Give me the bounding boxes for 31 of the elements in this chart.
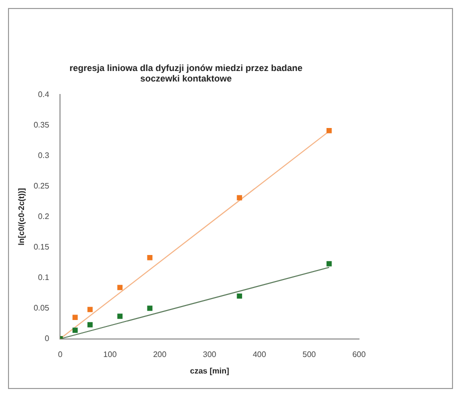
y-tick-label: 0 xyxy=(44,334,50,344)
y-tick-label: 0.1 xyxy=(38,272,50,282)
point xyxy=(326,261,332,266)
x-tick-label: 200 xyxy=(153,350,167,359)
point xyxy=(87,306,93,312)
x-tick-label: 300 xyxy=(202,350,217,359)
y-axis-title: ln[c0/(c0-2c(t))] xyxy=(17,188,26,246)
x-tick-label: 500 xyxy=(302,350,316,359)
point xyxy=(117,284,123,290)
x-axis-title: czas [min] xyxy=(190,366,230,376)
y-tick-label: 0.4 xyxy=(38,90,50,99)
point xyxy=(87,322,93,328)
point xyxy=(236,293,242,299)
y-tick-label: 0.2 xyxy=(38,212,50,221)
point xyxy=(147,254,152,260)
y-tick-label: 0.05 xyxy=(34,303,50,312)
x-tick-label: 100 xyxy=(103,350,118,359)
point xyxy=(72,314,78,320)
x-tick-label: 0 xyxy=(58,350,63,359)
x-tick-label: 400 xyxy=(252,350,267,359)
point xyxy=(72,328,78,333)
point xyxy=(236,195,242,200)
y-tick-label: 0.35 xyxy=(34,120,50,130)
y-tick-label: 0.25 xyxy=(34,181,50,190)
chart-title: regresja liniowa dla dyfuzji jonów miedzi przez badane soczewki kontaktowe xyxy=(69,62,303,84)
y-tick-label: 0.3 xyxy=(38,150,50,160)
point xyxy=(147,306,152,311)
point xyxy=(117,314,123,319)
y-tick-label: 0.15 xyxy=(34,242,50,252)
x-tick-label: 600 xyxy=(352,350,366,359)
point xyxy=(326,128,332,134)
